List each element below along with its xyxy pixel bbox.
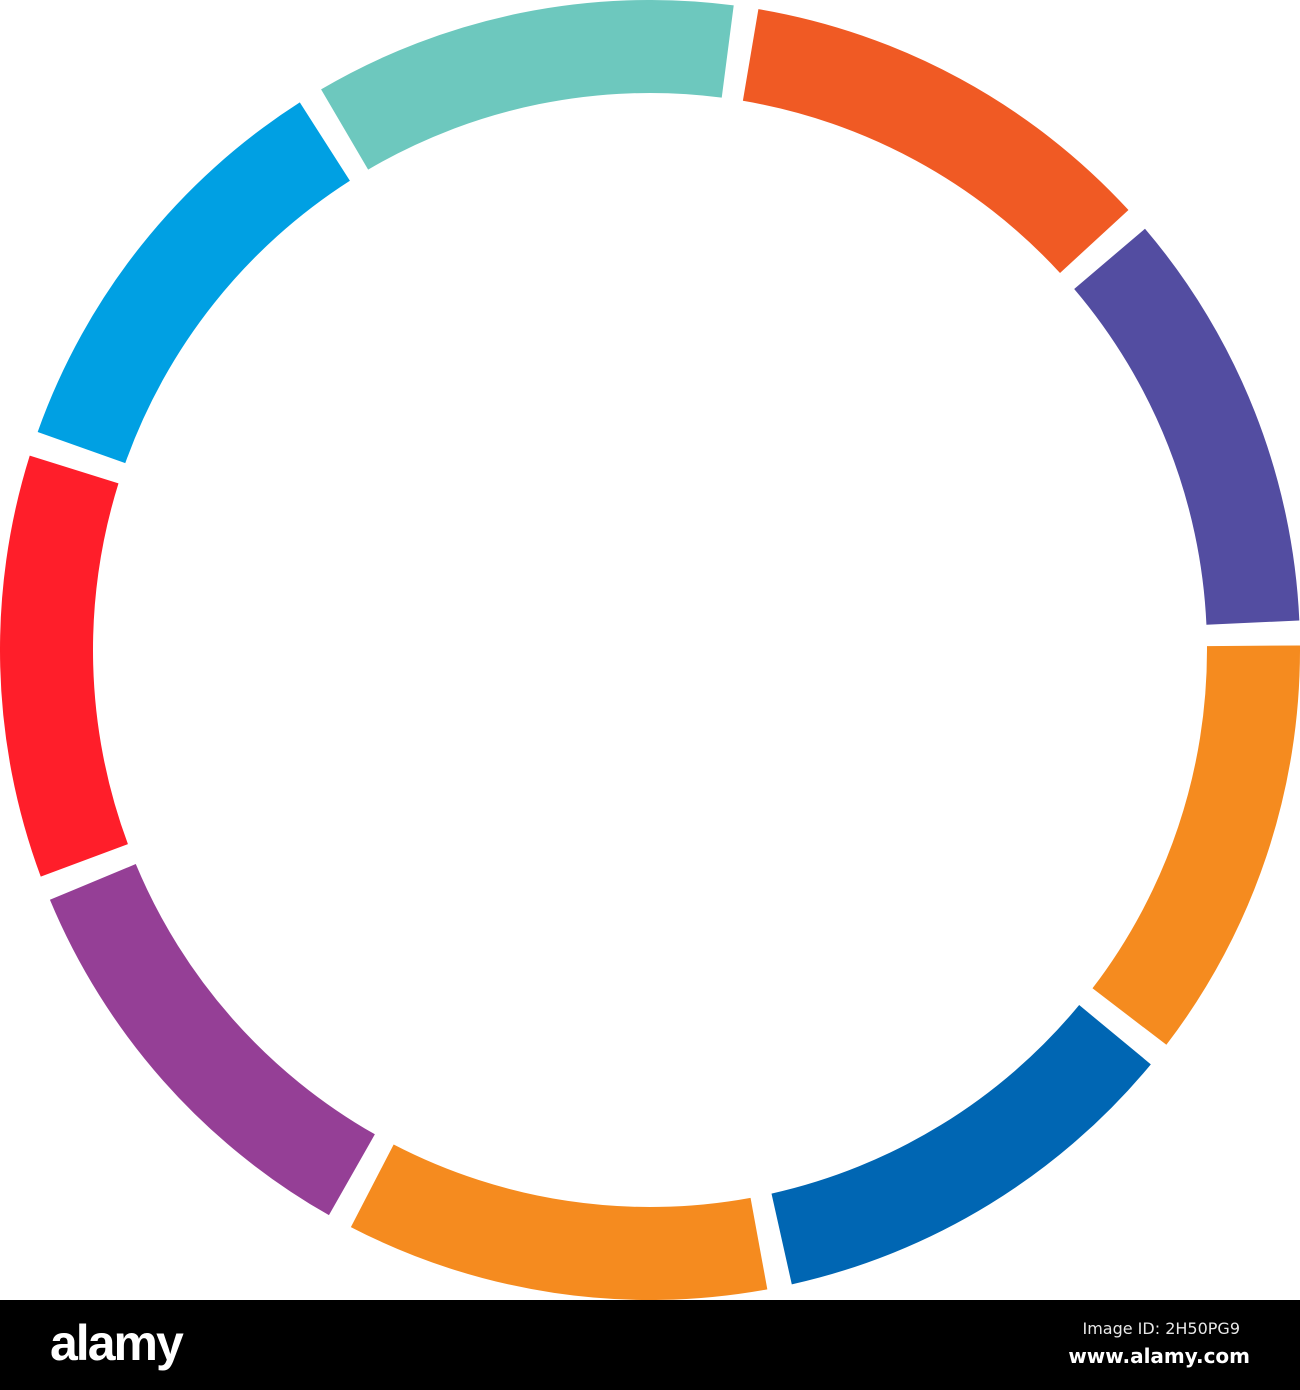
ring-segment-6: [49, 864, 375, 1216]
ring-segment-8: [37, 102, 350, 464]
ring-segment-9: [321, 0, 734, 170]
ring-segment-5: [350, 1144, 768, 1300]
image-id-label: Image ID: 2H50PG9: [1082, 1319, 1240, 1338]
ring-segment-2: [1074, 228, 1300, 625]
ring-segment-3: [1092, 645, 1300, 1045]
alamy-logo: alamy: [50, 1315, 184, 1371]
watermark-bar: alamy Image ID: 2H50PG9 www.alamy.com: [0, 1300, 1300, 1390]
ring-segment-1: [742, 9, 1129, 273]
ring-segment-7: [0, 455, 128, 877]
segmented-ring: [0, 0, 1300, 1300]
ring-segment-4: [771, 1005, 1151, 1285]
site-url: www.alamy.com: [1068, 1344, 1250, 1368]
